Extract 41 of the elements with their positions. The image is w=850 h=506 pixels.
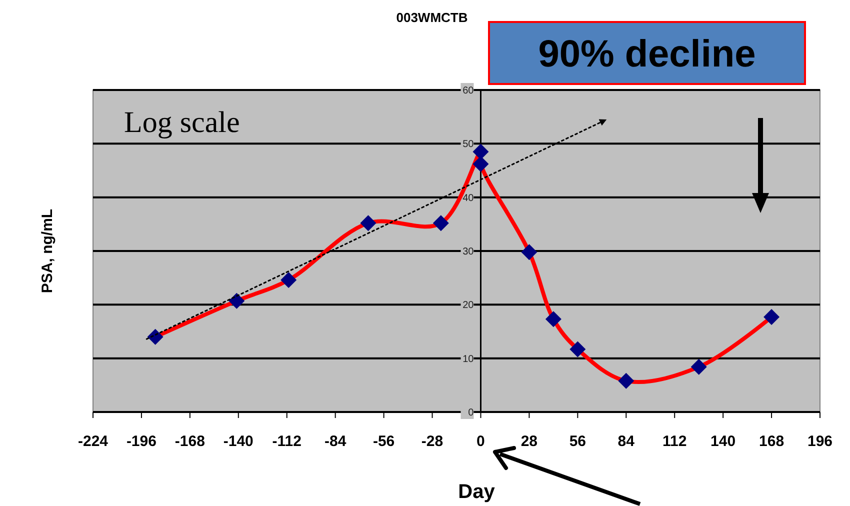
point: [764, 309, 780, 326]
x-axis-title: Day: [458, 481, 496, 503]
x-tick-label: 84: [618, 433, 636, 450]
y-tick-label: 0: [468, 408, 474, 418]
point: [472, 156, 489, 172]
point: [360, 215, 376, 232]
x-tick-label: -28: [421, 433, 444, 450]
y-tick-label: 20: [462, 300, 474, 312]
x-tick-label: 56: [569, 433, 586, 450]
x-tick-label: -196: [126, 433, 156, 450]
point: [690, 358, 707, 375]
text: 90% decline: [538, 33, 756, 76]
x-tick-label: 140: [710, 433, 736, 450]
x-tick-label: -140: [223, 433, 254, 450]
x-tick-label: -56: [372, 433, 395, 450]
point: [280, 272, 297, 288]
x-tick-label: -84: [324, 433, 347, 450]
point: [432, 215, 449, 232]
y-tick-label: 60: [462, 86, 474, 96]
x-tick-label: -168: [174, 433, 205, 450]
y-tick-label: 40: [462, 192, 474, 204]
x-tick-label: -224: [78, 433, 109, 450]
y-tick-label: 10: [462, 354, 474, 365]
y-tick-label: 50: [462, 139, 474, 150]
x-tick-label: 112: [662, 433, 687, 450]
point: [618, 372, 634, 389]
point: [570, 341, 586, 358]
point: [147, 328, 164, 345]
point: [472, 144, 489, 160]
x-tick-label: 196: [807, 433, 833, 450]
x-tick-label: 28: [520, 433, 538, 450]
annotation: Log scale: [124, 106, 240, 139]
point: [521, 244, 538, 260]
y-tick-label: 30: [462, 246, 474, 258]
x-tick-label: -112: [272, 433, 302, 450]
x-tick-label: 168: [759, 433, 784, 450]
y-axis-title: PSA, ng/mL: [39, 208, 56, 294]
x-tick-label: 0: [476, 433, 485, 450]
chart-title: 003WMCTB: [396, 10, 468, 25]
point: [228, 292, 245, 309]
point: [545, 311, 562, 328]
